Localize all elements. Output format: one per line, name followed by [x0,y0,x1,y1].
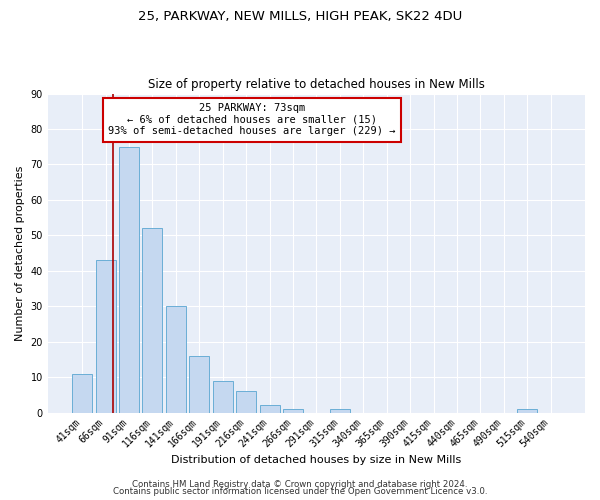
Bar [283,409,303,412]
Bar [330,409,350,412]
X-axis label: Distribution of detached houses by size in New Mills: Distribution of detached houses by size … [171,455,461,465]
Bar [119,146,139,412]
Text: 25 PARKWAY: 73sqm
← 6% of detached houses are smaller (15)
93% of semi-detached : 25 PARKWAY: 73sqm ← 6% of detached house… [108,103,395,136]
Text: Contains HM Land Registry data © Crown copyright and database right 2024.: Contains HM Land Registry data © Crown c… [132,480,468,489]
Text: Contains public sector information licensed under the Open Government Licence v3: Contains public sector information licen… [113,487,487,496]
Text: 25, PARKWAY, NEW MILLS, HIGH PEAK, SK22 4DU: 25, PARKWAY, NEW MILLS, HIGH PEAK, SK22 … [138,10,462,23]
Title: Size of property relative to detached houses in New Mills: Size of property relative to detached ho… [148,78,485,91]
Y-axis label: Number of detached properties: Number of detached properties [15,166,25,341]
Bar [260,406,280,412]
Bar [517,409,537,412]
Bar [72,374,92,412]
Bar [166,306,186,412]
Bar [236,392,256,412]
Bar [142,228,163,412]
Bar [190,356,209,412]
Bar [95,260,116,412]
Bar [213,380,233,412]
